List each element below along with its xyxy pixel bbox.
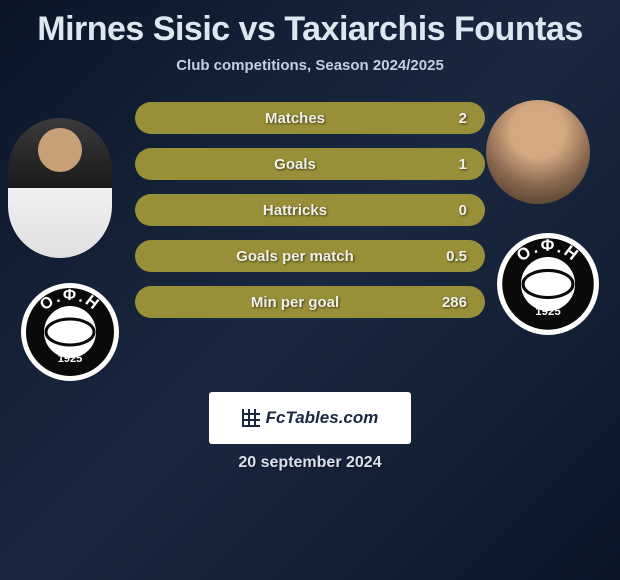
brand-logo: FcTables.com: [209, 392, 411, 444]
stat-value: 2: [437, 110, 467, 127]
stat-label: Goals: [153, 156, 437, 173]
stat-value: 0.5: [437, 248, 467, 265]
svg-text:1925: 1925: [535, 306, 561, 318]
stat-label: Goals per match: [153, 248, 437, 265]
stat-row: Hattricks 0: [135, 194, 485, 226]
stat-value: 1: [437, 156, 467, 173]
stat-value: 0: [437, 202, 467, 219]
stat-row: Min per goal 286: [135, 286, 485, 318]
comparison-area: Ο.Φ.Η 1925 Ο.Φ.Η 1925 Matches 2 Goals 1: [0, 102, 620, 402]
stat-label: Hattricks: [153, 202, 437, 219]
brand-text: FcTables.com: [266, 408, 379, 428]
club-badge-svg: Ο.Φ.Η 1925: [20, 282, 120, 382]
stat-row: Matches 2: [135, 102, 485, 134]
stat-label: Min per goal: [153, 294, 437, 311]
player1-avatar: [8, 118, 112, 258]
player2-club-badge: Ο.Φ.Η 1925: [496, 232, 600, 336]
stat-row: Goals 1: [135, 148, 485, 180]
svg-text:1925: 1925: [58, 353, 82, 365]
page-title: Mirnes Sisic vs Taxiarchis Fountas: [0, 0, 620, 49]
player1-club-badge: Ο.Φ.Η 1925: [20, 282, 120, 382]
player2-avatar: [486, 100, 590, 204]
club-badge-svg: Ο.Φ.Η 1925: [496, 232, 600, 336]
date-text: 20 september 2024: [0, 454, 620, 472]
stat-label: Matches: [153, 110, 437, 127]
stats-list: Matches 2 Goals 1 Hattricks 0 Goals per …: [135, 102, 485, 332]
stat-row: Goals per match 0.5: [135, 240, 485, 272]
stat-value: 286: [437, 294, 467, 311]
subtitle: Club competitions, Season 2024/2025: [0, 57, 620, 74]
